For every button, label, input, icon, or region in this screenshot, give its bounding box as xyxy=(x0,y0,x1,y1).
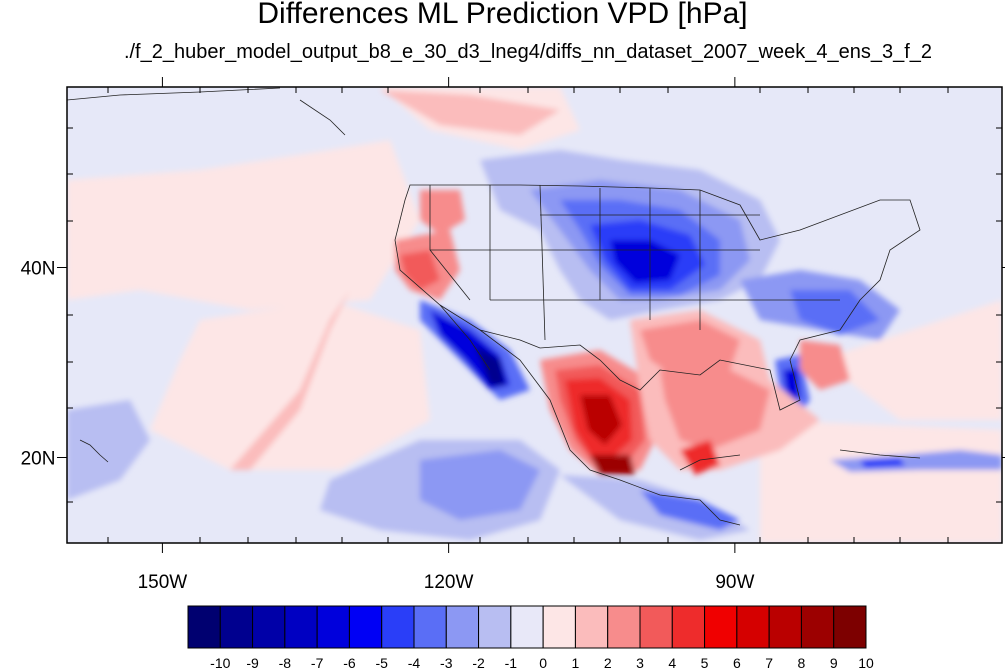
colorbar-label: -7 xyxy=(311,655,324,671)
colorbar-label: 9 xyxy=(830,655,838,671)
colorbar-swatch xyxy=(219,605,254,649)
map-subtitle: ./f_2_huber_model_output_b8_e_30_d3_lneg… xyxy=(123,41,933,63)
colorbar-label: -10 xyxy=(210,655,230,671)
colorbar-label: 6 xyxy=(733,655,741,671)
colorbar-swatch xyxy=(478,605,512,649)
colorbar-label: -9 xyxy=(246,655,259,671)
colorbar-label: 2 xyxy=(604,655,612,671)
colorbar-label: -2 xyxy=(472,655,485,671)
colorbar-swatch xyxy=(736,605,770,649)
colorbar-label: -8 xyxy=(279,655,292,671)
axis-ticks: 150W 120W 90W 40N 20N xyxy=(21,77,1005,593)
colorbar-label: 8 xyxy=(798,655,806,671)
minor-ticks xyxy=(67,87,1002,543)
colorbar-label: 3 xyxy=(636,655,644,671)
x-tick-label: 120W xyxy=(424,572,474,593)
colorbar-swatch xyxy=(833,605,867,649)
colorbar-swatch xyxy=(607,605,641,649)
colorbar-label: 1 xyxy=(572,655,580,671)
coastlines xyxy=(67,87,921,526)
y-tick-label: 40N xyxy=(21,259,56,280)
colorbar-swatch xyxy=(574,605,609,649)
colorbar-swatch xyxy=(187,605,221,649)
colorbar-swatch xyxy=(800,605,835,649)
colorbar-swatch xyxy=(381,605,415,649)
colorbar-swatch xyxy=(316,605,350,649)
colorbar-label: -3 xyxy=(440,655,453,671)
colorbar-label: 0 xyxy=(539,655,547,671)
colorbar-swatch xyxy=(639,605,673,649)
colorbar-swatch xyxy=(542,605,576,649)
colorbar-swatch xyxy=(768,605,802,649)
x-tick-label: 90W xyxy=(715,572,754,593)
colorbar-label: -5 xyxy=(375,655,388,671)
map-plot-area xyxy=(67,87,1002,543)
colorbar-swatch xyxy=(704,605,738,649)
colorbar-label: -1 xyxy=(505,655,518,671)
colorbar-swatch xyxy=(348,605,383,649)
colorbar-label: 4 xyxy=(668,655,676,671)
map-title: Differences ML Prediction VPD [hPa] xyxy=(257,0,748,30)
colorbar: -10 -9 -8 -7 -6 -5 -4 -3 -2 -1 0 1 2 3 4 5 6 7 8 9 10 xyxy=(187,605,874,671)
colorbar-label: 7 xyxy=(765,655,773,671)
colorbar-label: -4 xyxy=(408,655,421,671)
colorbar-swatch xyxy=(413,605,447,649)
colorbar-swatch xyxy=(445,605,480,649)
colorbar-label: 10 xyxy=(858,655,874,671)
x-tick-label: 150W xyxy=(138,572,188,593)
state-borders xyxy=(394,184,921,411)
colorbar-swatch xyxy=(252,605,286,649)
colorbar-swatch xyxy=(510,605,544,649)
colorbar-label: 5 xyxy=(701,655,709,671)
colorbar-label: -6 xyxy=(343,655,356,671)
y-tick-label: 20N xyxy=(21,449,56,470)
colorbar-swatch xyxy=(671,605,706,649)
colorbar-swatch xyxy=(284,605,318,649)
